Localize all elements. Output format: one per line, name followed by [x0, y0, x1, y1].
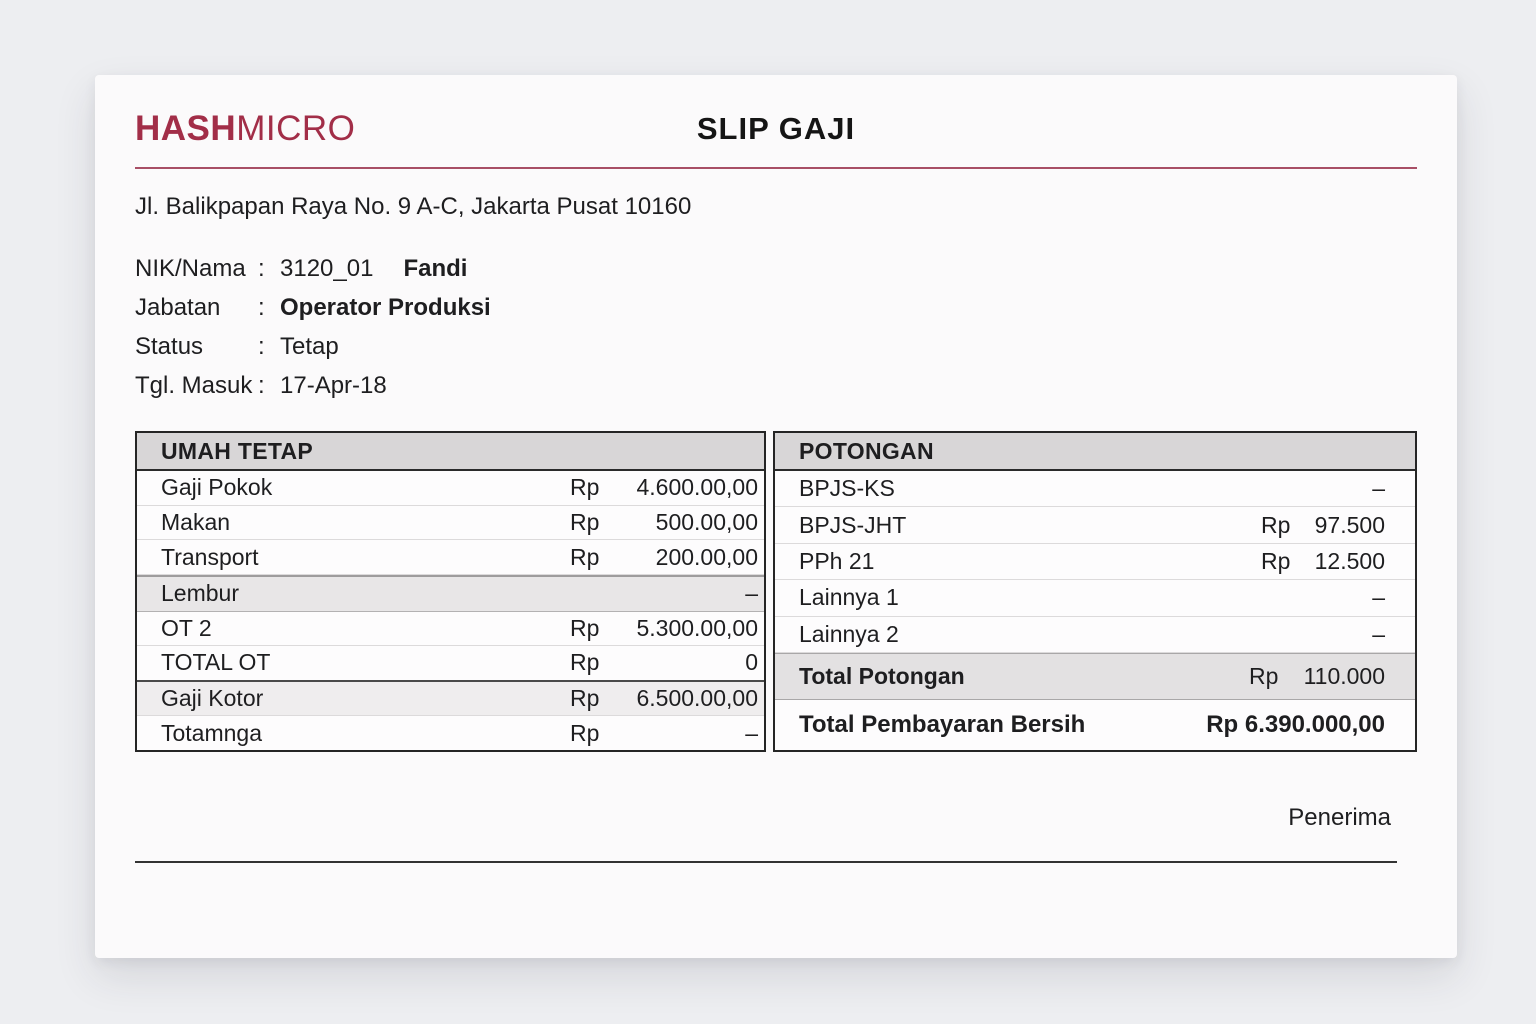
logo-text-micro: MICRO — [236, 109, 356, 148]
signature-line — [135, 861, 1397, 863]
row-value: 12.500 — [1314, 548, 1385, 575]
page-title: SLIP GAJI — [696, 111, 856, 146]
signature-label: Penerima — [1288, 804, 1391, 831]
info-label: Tgl. Masuk — [135, 371, 253, 399]
table-row-bpjs-jht: BPJS-JHT Rp 97.500 — [775, 507, 1415, 544]
deductions-table: POTONGAN BPJS-KS – BPJS-JHT Rp 97.500 PP… — [773, 431, 1417, 752]
row-currency: Rp — [570, 543, 600, 570]
row-currency: Rp — [1261, 511, 1291, 538]
info-value: 17-Apr-18 — [280, 371, 387, 399]
table-row-lembur: Lembur – — [137, 574, 764, 612]
row-currency: Rp — [570, 614, 600, 641]
row-value: – — [1372, 475, 1385, 502]
row-label: BPJS-KS — [799, 475, 895, 502]
table-row-lainnya-2: Lainnya 2 – — [775, 617, 1415, 654]
row-label: Makan — [161, 508, 231, 535]
row-value: 97.500 — [1314, 511, 1385, 538]
row-label: Totamnga — [161, 719, 263, 746]
salary-tables: UMAH TETAP Gaji Pokok Rp 4.600.00,00 Mak… — [135, 431, 1417, 752]
info-value: Tetap — [280, 332, 339, 360]
row-value: 5.300.00,00 — [636, 614, 758, 641]
row-label: Gaji Kotor — [161, 685, 264, 712]
row-value: 4.600.00,00 — [636, 474, 758, 501]
info-label: NIK/Nama — [135, 254, 246, 282]
info-value: 3120_01 — [280, 254, 374, 282]
row-value: 6.500.00,00 — [636, 685, 758, 712]
header: HASHMICRO SLIP GAJI — [135, 105, 1417, 153]
row-value: – — [1372, 584, 1385, 611]
row-value: Rp 6.390.000,00 — [1206, 711, 1385, 739]
logo-text-hash: HASH — [135, 109, 237, 148]
row-label: TOTAL OT — [161, 649, 271, 676]
earnings-table-header: UMAH TETAP — [137, 433, 764, 471]
payslip-card: HASHMICRO SLIP GAJI Jl. Balikpapan Raya … — [95, 75, 1457, 958]
row-value: 500.00,00 — [655, 508, 758, 535]
company-address: Jl. Balikpapan Raya No. 9 A-C, Jakarta P… — [135, 193, 692, 220]
employee-info: NIK/Nama : 3120_01 Fandi Jabatan : Opera… — [135, 249, 1417, 405]
row-label: Transport — [161, 543, 259, 570]
table-row-bpjs-ks: BPJS-KS – — [775, 471, 1415, 508]
info-row-status: Status : Tetap — [135, 327, 1417, 366]
earnings-table: UMAH TETAP Gaji Pokok Rp 4.600.00,00 Mak… — [135, 431, 766, 752]
row-currency: Rp — [570, 508, 600, 535]
table-row-gaji-kotor: Gaji Kotor Rp 6.500.00,00 — [137, 681, 764, 717]
info-colon: : — [258, 293, 265, 321]
row-currency: Rp — [570, 685, 600, 712]
row-currency: Rp — [570, 719, 600, 746]
table-row-lainnya-1: Lainnya 1 – — [775, 580, 1415, 617]
table-row-ot2: OT 2 Rp 5.300.00,00 — [137, 612, 764, 647]
info-label: Status — [135, 332, 204, 360]
row-label: PPh 21 — [799, 548, 875, 575]
row-value: – — [745, 719, 758, 746]
info-label: Jabatan — [135, 293, 221, 321]
table-row-totamnga: Totamnga Rp – — [137, 716, 764, 750]
info-row-tgl-masuk: Tgl. Masuk : 17-Apr-18 — [135, 366, 1417, 405]
table-row-total-pembayaran-bersih: Total Pembayaran Bersih Rp 6.390.000,00 — [775, 700, 1415, 750]
info-colon: : — [258, 332, 265, 360]
row-label: BPJS-JHT — [799, 511, 907, 538]
logo-zone: HASHMICRO — [135, 109, 697, 149]
hashmicro-logo: HASHMICRO — [135, 109, 355, 149]
table-row-total-ot: TOTAL OT Rp 0 — [137, 646, 764, 682]
info-row-nik-nama: NIK/Nama : 3120_01 Fandi — [135, 249, 1417, 288]
table-row-total-potongan: Total Potongan Rp 110.000 — [775, 653, 1415, 701]
row-label: Total Pembayaran Bersih — [799, 711, 1086, 739]
row-label: Lainnya 1 — [799, 584, 899, 611]
row-currency: Rp — [570, 649, 600, 676]
header-divider — [135, 167, 1417, 169]
row-value: 200.00,00 — [655, 543, 758, 570]
table-row-pph21: PPh 21 Rp 12.500 — [775, 544, 1415, 581]
info-value-bold: Fandi — [403, 254, 468, 282]
row-label: Lembur — [161, 580, 239, 607]
table-row-transport: Transport Rp 200.00,00 — [137, 540, 764, 575]
row-label: Total Potongan — [799, 663, 965, 690]
info-row-jabatan: Jabatan : Operator Produksi — [135, 288, 1417, 327]
info-colon: : — [258, 371, 265, 399]
table-row-makan: Makan Rp 500.00,00 — [137, 506, 764, 541]
deductions-table-header: POTONGAN — [775, 433, 1415, 471]
row-currency: Rp — [1249, 663, 1279, 690]
row-currency: Rp — [570, 474, 600, 501]
row-currency: Rp — [1261, 548, 1291, 575]
info-colon: : — [258, 254, 265, 282]
row-value: 0 — [745, 649, 758, 676]
row-label: OT 2 — [161, 614, 212, 641]
table-row-gaji-pokok: Gaji Pokok Rp 4.600.00,00 — [137, 471, 764, 506]
row-label: Lainnya 2 — [799, 620, 899, 647]
row-value: 110.000 — [1303, 663, 1385, 690]
row-value: – — [745, 580, 758, 607]
info-value-bold: Operator Produksi — [280, 293, 491, 321]
row-value: – — [1372, 620, 1385, 647]
row-label: Gaji Pokok — [161, 474, 273, 501]
